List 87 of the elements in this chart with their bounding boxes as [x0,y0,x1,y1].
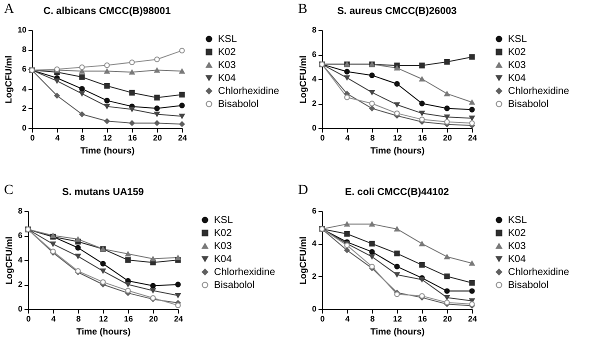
chart-title: E. coli CMCC(B)44102 [345,187,450,198]
legend-label: K02 [508,47,526,58]
legend-label: Bisabolol [508,280,549,291]
x-tick-label: 8 [370,314,376,324]
y-tick-label: 6 [18,231,24,240]
chart-title: C. albicans CMCC(B)98001 [43,6,172,17]
x-axis-title: Time (hours) [76,326,131,336]
y-tick-label: 2 [312,99,318,108]
x-tick-label: 12 [99,314,108,324]
legend-label: K02 [214,228,232,239]
y-tick-label: 0 [312,304,318,314]
x-tick-label: 20 [149,314,158,324]
y-axis-title: LogCFU/ml [4,236,14,284]
y-tick-label: 6 [312,206,318,216]
chart-title: S. mutans UA159 [62,187,144,198]
y-tick-label: 4 [312,74,318,84]
x-tick-label: 8 [370,134,376,142]
y-tick-label: 2 [18,280,24,289]
y-tick-label: 8 [18,206,24,216]
legend-label: K02 [508,228,526,239]
legend-label: K04 [508,73,526,84]
legend-label: K02 [218,47,236,58]
legend-label: K04 [214,254,232,265]
legend-label: KSL [508,34,528,45]
y-tick-label: 4 [312,239,318,248]
x-tick-label: 4 [345,134,350,142]
legend-label: KSL [214,215,234,226]
x-tick-label: 4 [51,314,56,324]
x-tick-label: 16 [128,134,138,142]
legend-label: Bisabolol [214,280,255,291]
legend-label: K04 [218,73,236,84]
x-tick-label: 20 [443,314,452,324]
x-tick-label: 16 [418,134,428,142]
chart-title: S. aureus CMCC(B)26003 [337,6,458,17]
legend-label: Chlorhexidine [508,267,570,278]
legend-label: KSL [218,34,238,45]
legend-label: K03 [218,60,236,71]
text: D [298,183,308,199]
legend-label: KSL [508,215,528,226]
x-tick-label: 0 [30,134,36,142]
text: A [4,2,14,18]
y-tick-label: 4 [18,256,24,264]
y-tick-label: 4 [22,84,28,94]
y-tick-label: 0 [18,304,24,314]
legend-label: K03 [508,241,526,252]
x-tick-label: 24 [468,134,478,142]
x-tick-label: 20 [153,134,162,142]
x-tick-label: 20 [443,134,452,142]
y-axis-title: LogCFU/ml [298,56,308,104]
y-tick-label: 0 [312,124,318,132]
y-axis-title: LogCFU/ml [298,236,308,284]
x-tick-label: 8 [80,134,86,142]
x-tick-label: 12 [393,134,402,142]
x-tick-label: 12 [103,134,112,142]
x-tick-label: 24 [174,314,184,324]
y-tick-label: 10 [18,26,28,34]
y-tick-label: 6 [312,50,318,59]
x-axis-title: Time (hours) [370,326,425,336]
y-tick-label: 8 [22,45,28,54]
x-tick-label: 0 [320,134,326,142]
x-tick-label: 12 [393,314,402,324]
x-tick-label: 24 [178,134,188,142]
x-tick-label: 4 [55,134,60,142]
x-tick-label: 16 [418,314,428,324]
y-tick-label: 6 [22,64,28,74]
legend-label: K03 [508,60,526,71]
y-axis-title: LogCFU/ml [4,56,14,104]
text: B [298,2,308,18]
y-tick-label: 2 [22,104,28,113]
y-tick-label: 2 [312,272,318,281]
x-tick-label: 16 [124,314,134,324]
x-tick-label: 24 [468,314,478,324]
x-axis-title: Time (hours) [370,146,425,156]
legend-label: Chlorhexidine [218,86,280,97]
y-tick-label: 0 [22,124,28,132]
text: C [4,183,14,199]
legend-label: K03 [214,241,232,252]
x-axis-title: Time (hours) [80,146,135,156]
x-tick-label: 0 [320,314,326,324]
x-tick-label: 8 [76,314,82,324]
legend-label: Bisabolol [218,99,259,110]
y-tick-label: 8 [312,26,318,34]
legend-label: Chlorhexidine [508,86,570,97]
x-tick-label: 4 [345,314,350,324]
legend-label: Bisabolol [508,99,549,110]
legend-label: K04 [508,254,526,265]
legend-label: Chlorhexidine [214,267,276,278]
